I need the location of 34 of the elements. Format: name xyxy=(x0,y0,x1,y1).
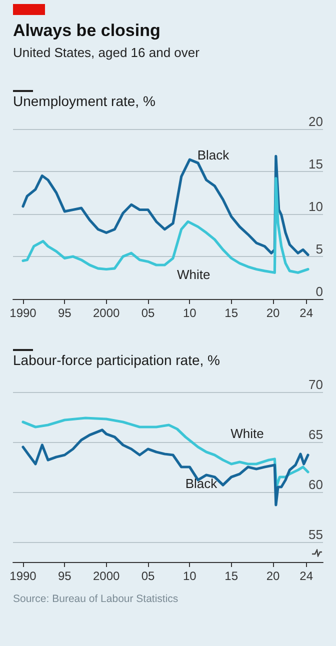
y-tick-label: 0 xyxy=(316,284,323,299)
y-axis-title: Unemployment rate, % xyxy=(13,93,156,109)
x-tick-label: 1990 xyxy=(10,306,37,320)
x-tick-label: 15 xyxy=(224,306,238,320)
x-tick-label: 10 xyxy=(182,569,197,583)
x-tick-label: 24 xyxy=(300,306,314,320)
series-label: Black xyxy=(185,476,218,491)
y-tick-label: 5 xyxy=(316,242,323,256)
y-tick-label: 20 xyxy=(308,114,323,129)
x-tick-label: 20 xyxy=(266,306,280,320)
y-tick-label: 65 xyxy=(308,427,323,442)
chart-subtitle: United States, aged 16 and over xyxy=(13,45,200,60)
x-tick-label: 20 xyxy=(266,569,280,583)
x-tick-label: 24 xyxy=(300,569,314,583)
series-label: White xyxy=(230,426,264,441)
x-tick-label: 10 xyxy=(182,306,197,320)
x-tick-label: 95 xyxy=(58,569,72,583)
y-tick-label: 55 xyxy=(308,527,323,542)
series-label: White xyxy=(177,267,210,282)
x-tick-label: 95 xyxy=(58,306,72,320)
x-tick-label: 05 xyxy=(141,306,155,320)
x-tick-label: 1990 xyxy=(10,569,37,583)
y-tick-label: 60 xyxy=(308,477,323,492)
y-tick-label: 15 xyxy=(308,156,323,172)
source-note: Source: Bureau of Labour Statistics xyxy=(13,593,178,605)
x-tick-label: 2000 xyxy=(92,306,120,320)
chart-title: Always be closing xyxy=(13,21,160,41)
y-axis-title: Labour-force participation rate, % xyxy=(13,352,220,368)
x-tick-label: 15 xyxy=(224,569,238,583)
x-tick-label: 2000 xyxy=(92,569,120,583)
x-tick-label: 05 xyxy=(141,569,155,583)
y-tick-label: 70 xyxy=(308,377,323,392)
series-label: Black xyxy=(197,148,230,163)
y-tick-label: 10 xyxy=(308,199,323,214)
